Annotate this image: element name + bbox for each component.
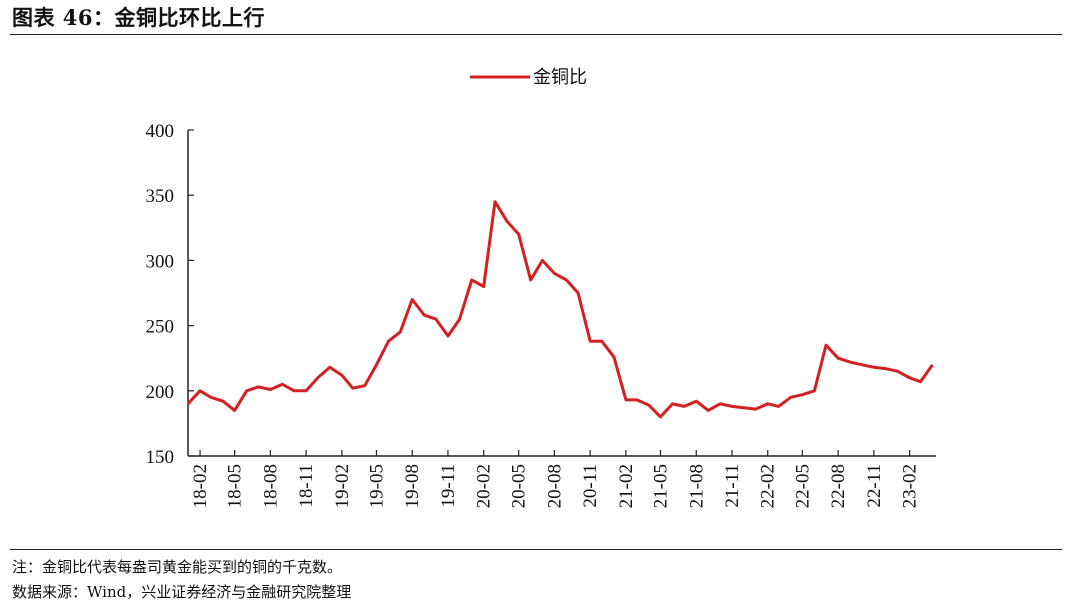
x-tick-label: 22-05 [792, 464, 813, 508]
x-tick-label: 18-05 [225, 464, 246, 508]
x-tick-label: 19-02 [332, 464, 353, 508]
x-tick-label: 23-02 [900, 464, 921, 508]
x-tick-label: 19-05 [366, 464, 387, 508]
x-tick-label: 20-08 [544, 464, 565, 508]
x-tick-label: 21-05 [651, 464, 672, 508]
y-tick-label: 400 [146, 121, 175, 142]
y-tick-label: 150 [146, 447, 175, 468]
x-axis-ticks: 18-02 18-05 18-08 18-11 19-02 19-05 19-08 19-11… [190, 450, 921, 508]
x-tick-label: 19-08 [402, 464, 423, 508]
x-tick-label: 18-08 [260, 464, 281, 508]
x-tick-label: 21-08 [686, 464, 707, 508]
y-axis-ticks: 150 200 250 300 350 400 [146, 121, 194, 468]
x-tick-label: 19-11 [438, 464, 459, 508]
x-tick-label: 22-11 [864, 464, 885, 508]
x-tick-label: 20-02 [474, 464, 495, 508]
x-tick-label: 20-11 [580, 464, 601, 508]
bottom-rule [10, 549, 1062, 550]
y-tick-label: 250 [146, 317, 175, 338]
figure-title: 图表 46：金铜比环比上行 [12, 5, 266, 30]
x-tick-label: 21-11 [722, 464, 743, 508]
note-text: 注：金铜比代表每盎司黄金能买到的铜的千克数。 [12, 558, 343, 576]
x-tick-label: 21-02 [616, 464, 637, 508]
y-tick-label: 300 [146, 251, 175, 272]
legend-label: 金铜比 [533, 67, 587, 88]
x-tick-label: 18-02 [190, 464, 211, 508]
x-tick-label: 18-11 [296, 464, 317, 508]
series-line-gold-copper-ratio [186, 200, 934, 419]
source-text: 数据来源：Wind，兴业证券经济与金融研究院整理 [12, 583, 352, 601]
top-rule [10, 34, 1062, 35]
y-tick-label: 350 [146, 186, 175, 207]
x-tick-label: 22-02 [758, 464, 779, 508]
y-tick-label: 200 [146, 382, 175, 403]
axes [187, 130, 936, 457]
x-tick-label: 22-08 [828, 464, 849, 508]
x-tick-label: 20-05 [509, 464, 530, 508]
legend: 金铜比 [470, 67, 587, 88]
